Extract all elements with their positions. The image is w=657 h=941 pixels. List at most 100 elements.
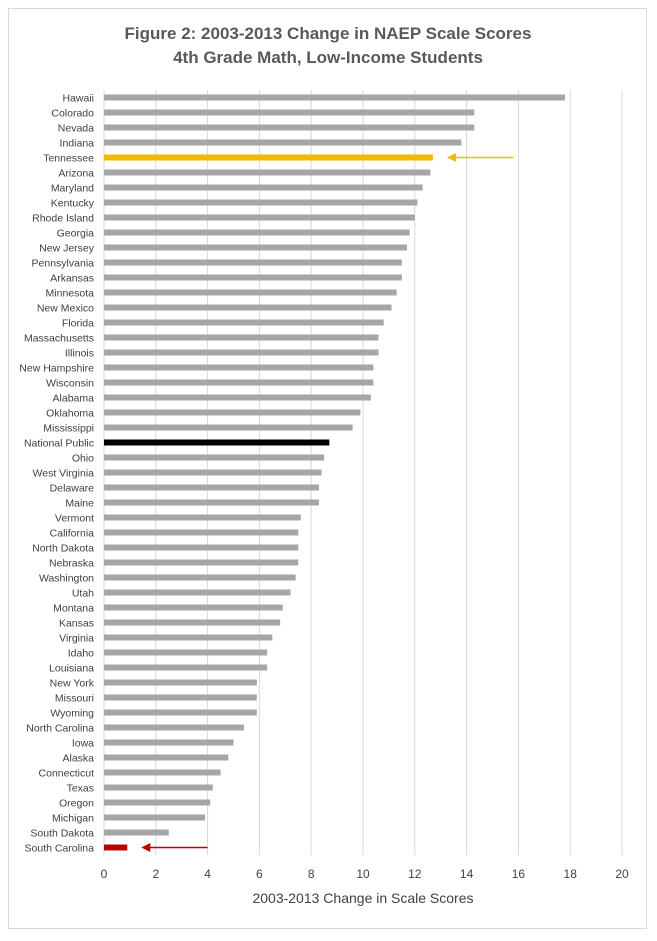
bar-north-carolina xyxy=(104,724,244,731)
category-label-kentucky: Kentucky xyxy=(51,197,95,209)
bar-south-dakota xyxy=(104,829,169,836)
bar-wyoming xyxy=(104,709,257,716)
category-label-michigan: Michigan xyxy=(52,812,94,824)
category-label-texas: Texas xyxy=(67,782,94,794)
x-tick-label-0: 0 xyxy=(101,867,108,881)
category-label-oregon: Oregon xyxy=(59,797,94,809)
x-tick-label-4: 4 xyxy=(204,867,211,881)
bar-maryland xyxy=(104,184,423,191)
bars xyxy=(104,94,566,851)
bar-michigan xyxy=(104,814,206,821)
bar-connecticut xyxy=(104,769,221,776)
category-label-south-carolina: South Carolina xyxy=(25,842,95,854)
category-label-missouri: Missouri xyxy=(55,692,94,704)
chart-title: Figure 2: 2003-2013 Change in NAEP Scale… xyxy=(125,24,532,43)
bar-colorado xyxy=(104,109,475,116)
bar-nebraska xyxy=(104,559,299,566)
category-label-oklahoma: Oklahoma xyxy=(46,407,94,419)
category-label-ohio: Ohio xyxy=(72,452,94,464)
bar-wisconsin xyxy=(104,379,374,386)
category-label-georgia: Georgia xyxy=(57,227,95,239)
bar-arkansas xyxy=(104,274,402,281)
bar-virginia xyxy=(104,634,273,641)
category-label-arkansas: Arkansas xyxy=(50,272,94,284)
bar-georgia xyxy=(104,229,410,236)
bar-hawaii xyxy=(104,94,566,101)
category-label-national-public: National Public xyxy=(24,437,94,449)
x-axis-title: 2003-2013 Change in Scale Scores xyxy=(252,890,473,906)
bar-alaska xyxy=(104,754,229,761)
bar-iowa xyxy=(104,739,234,746)
chart-subtitle: 4th Grade Math, Low-Income Students xyxy=(173,48,483,67)
bar-kansas xyxy=(104,619,281,626)
bar-north-dakota xyxy=(104,544,299,551)
bar-minnesota xyxy=(104,289,397,296)
category-label-maine: Maine xyxy=(65,497,94,509)
bar-west-virginia xyxy=(104,469,322,476)
bar-arizona xyxy=(104,169,431,176)
bar-ohio xyxy=(104,454,325,461)
x-tick-label-18: 18 xyxy=(564,867,578,881)
x-tick-label-10: 10 xyxy=(356,867,370,881)
x-tick-label-20: 20 xyxy=(615,867,629,881)
bar-tennessee xyxy=(104,154,433,161)
category-label-nebraska: Nebraska xyxy=(49,557,94,569)
bar-new-jersey xyxy=(104,244,408,251)
category-label-new-mexico: New Mexico xyxy=(37,302,94,314)
category-label-connecticut: Connecticut xyxy=(39,767,95,779)
category-label-tennessee: Tennessee xyxy=(43,152,94,164)
bar-texas xyxy=(104,784,213,791)
category-label-colorado: Colorado xyxy=(51,107,94,119)
category-label-montana: Montana xyxy=(53,602,94,614)
arrow-head-tennessee xyxy=(446,153,456,162)
category-label-north-dakota: North Dakota xyxy=(32,542,94,554)
x-tick-label-2: 2 xyxy=(152,867,159,881)
category-label-rhode-island: Rhode Island xyxy=(32,212,94,224)
x-tick-label-16: 16 xyxy=(512,867,526,881)
category-label-idaho: Idaho xyxy=(68,647,94,659)
category-label-alabama: Alabama xyxy=(53,392,95,404)
category-label-maryland: Maryland xyxy=(51,182,94,194)
bar-vermont xyxy=(104,514,301,521)
bar-south-carolina xyxy=(104,844,128,851)
category-label-washington: Washington xyxy=(39,572,94,584)
category-label-california: California xyxy=(50,527,95,539)
bar-rhode-island xyxy=(104,214,415,221)
category-label-louisiana: Louisiana xyxy=(49,662,94,674)
bar-utah xyxy=(104,589,291,596)
bar-illinois xyxy=(104,349,379,356)
bar-new-mexico xyxy=(104,304,392,311)
category-label-nevada: Nevada xyxy=(58,122,94,134)
bar-kentucky xyxy=(104,199,418,206)
bar-delaware xyxy=(104,484,319,491)
bar-national-public xyxy=(104,439,330,446)
category-label-indiana: Indiana xyxy=(60,137,95,149)
category-label-florida: Florida xyxy=(62,317,94,329)
x-tick-label-6: 6 xyxy=(256,867,263,881)
category-label-mississippi: Mississippi xyxy=(43,422,94,434)
category-label-new-jersey: New Jersey xyxy=(39,242,95,254)
bar-pennsylvania xyxy=(104,259,402,266)
bar-mississippi xyxy=(104,424,353,431)
x-tick-label-8: 8 xyxy=(308,867,315,881)
bar-new-hampshire xyxy=(104,364,374,371)
bar-washington xyxy=(104,574,296,581)
category-label-arizona: Arizona xyxy=(58,167,94,179)
category-label-new-york: New York xyxy=(50,677,95,689)
bar-california xyxy=(104,529,299,536)
bar-indiana xyxy=(104,139,462,146)
category-label-hawaii: Hawaii xyxy=(62,92,94,104)
category-label-alaska: Alaska xyxy=(62,752,94,764)
category-label-massachusetts: Massachusetts xyxy=(24,332,94,344)
bar-idaho xyxy=(104,649,268,656)
category-label-pennsylvania: Pennsylvania xyxy=(32,257,95,269)
category-label-vermont: Vermont xyxy=(55,512,94,524)
bar-florida xyxy=(104,319,384,326)
category-label-illinois: Illinois xyxy=(65,347,94,359)
bar-oklahoma xyxy=(104,409,361,416)
category-label-minnesota: Minnesota xyxy=(46,287,95,299)
category-label-south-dakota: South Dakota xyxy=(30,827,94,839)
bar-missouri xyxy=(104,694,257,701)
highlight-arrows xyxy=(141,153,514,852)
